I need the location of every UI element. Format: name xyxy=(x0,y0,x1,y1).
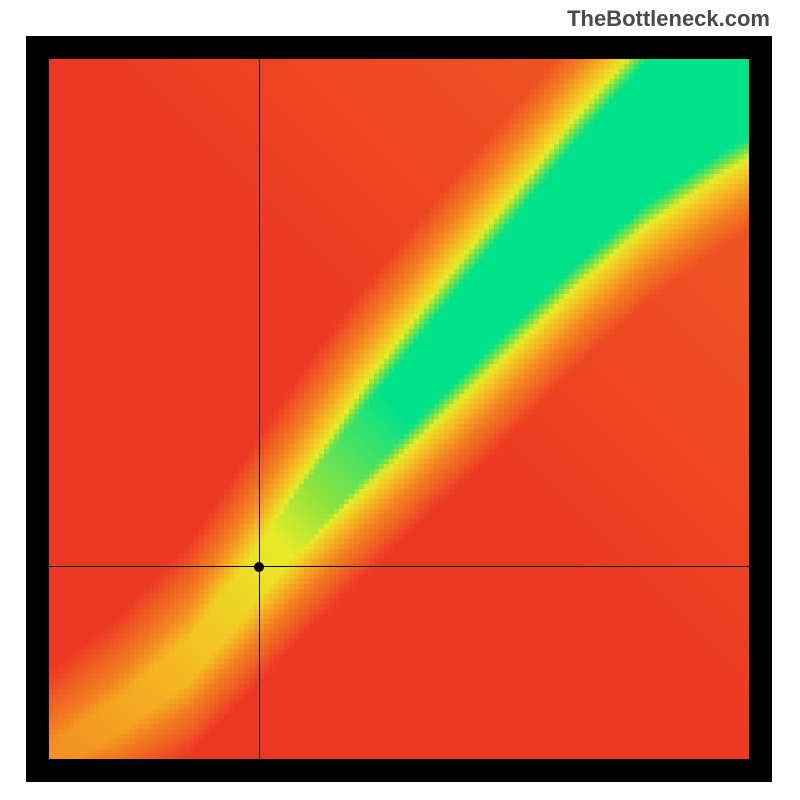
selection-marker[interactable] xyxy=(254,562,264,572)
heatmap-plot xyxy=(49,59,749,759)
watermark-label: TheBottleneck.com xyxy=(567,6,770,32)
crosshair-horizontal xyxy=(49,566,749,567)
crosshair-vertical xyxy=(259,59,260,759)
heatmap-canvas xyxy=(49,59,749,759)
